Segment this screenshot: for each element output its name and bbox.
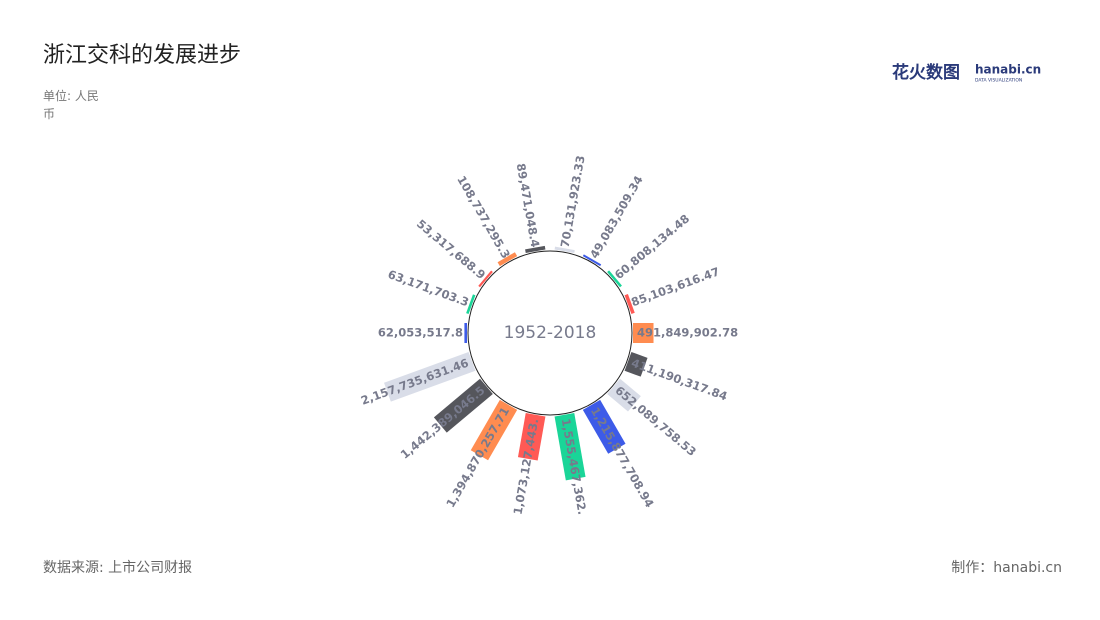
bar	[582, 399, 626, 454]
value-label: 49,083,509.34	[587, 173, 646, 261]
value-label: 411,190,317.84	[630, 356, 730, 404]
bar	[466, 294, 476, 315]
bar	[525, 245, 546, 253]
bar	[497, 252, 518, 267]
bar	[632, 323, 654, 343]
value-label: 491,849,902.78	[637, 326, 738, 340]
chart-title: 浙江交科的发展进步	[43, 43, 241, 68]
bar	[624, 294, 635, 315]
logo: 花火数图 hanabi.cn DATA VISUALIZATION	[892, 62, 1041, 84]
bar	[478, 270, 493, 288]
bar	[554, 246, 575, 253]
bar	[607, 270, 622, 288]
value-label: 1,555,467,362.	[559, 417, 590, 515]
bar	[517, 413, 546, 461]
bar	[624, 351, 648, 377]
unit: 单位: 人民币	[43, 88, 99, 121]
credit: 制作：hanabi.cn	[951, 560, 1062, 576]
value-label: 60,808,134.48	[612, 211, 692, 282]
value-label: 85,103,616.47	[629, 264, 721, 309]
logo-name: 花火数图	[892, 62, 960, 83]
bar	[582, 254, 602, 267]
value-label: 53,317,688.9	[414, 217, 488, 282]
value-label: 62,053,517.8	[378, 326, 463, 340]
bar	[470, 399, 518, 461]
value-label: 70,131,923.33	[558, 154, 588, 248]
logo-brand: hanabi.cn	[975, 63, 1041, 77]
value-label: 2,157,735,631.46	[359, 356, 470, 408]
value-label: 108,737,295.3	[454, 173, 513, 261]
source: 数据来源: 上市公司财报	[43, 559, 192, 576]
value-label: 1,073,127,443.	[511, 417, 542, 515]
value-label: 63,171,703.3	[386, 267, 471, 309]
value-label: 89,471,048.4	[514, 162, 543, 248]
bar	[554, 413, 586, 481]
center-circle	[467, 250, 633, 416]
bar	[433, 378, 493, 433]
center-label: 1952-2018	[504, 323, 597, 343]
bar	[464, 323, 467, 343]
bar	[607, 378, 641, 412]
bar	[384, 351, 476, 402]
logo-tagline: DATA VISUALIZATION	[975, 78, 1022, 84]
